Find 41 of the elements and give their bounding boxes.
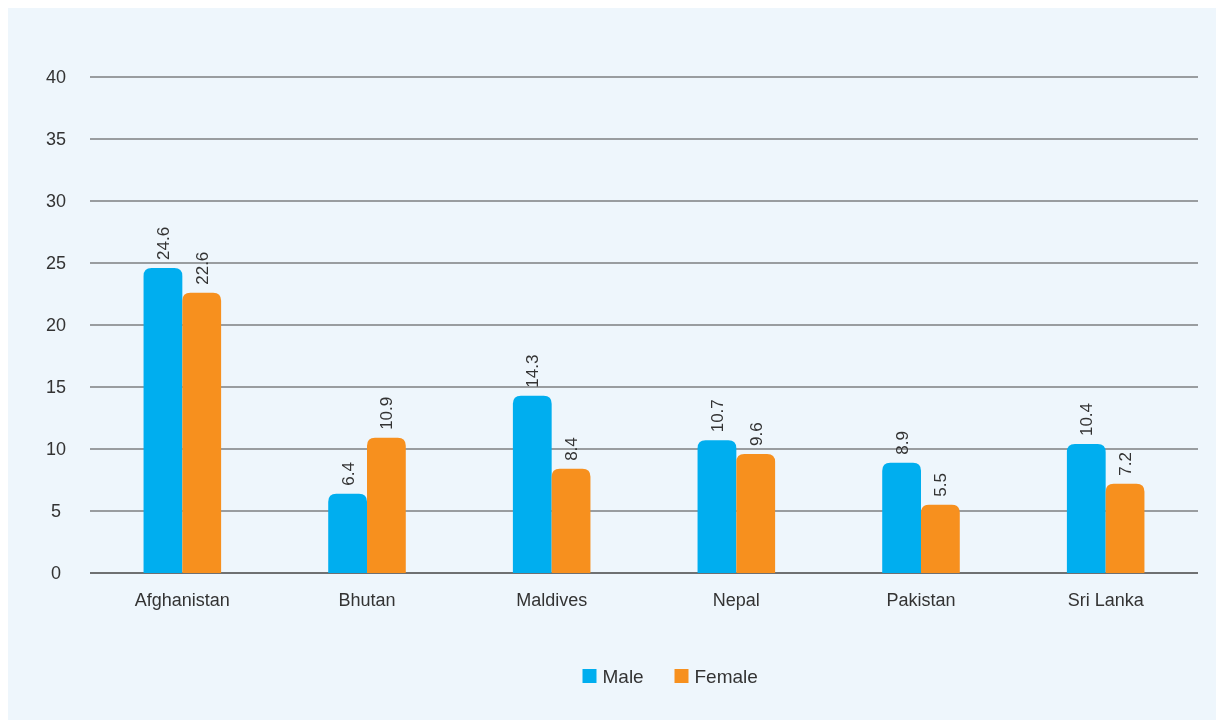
x-tick-label: Nepal [712, 590, 760, 610]
y-tick-label: 40 [45, 67, 67, 88]
bar [736, 453, 776, 573]
y-tick-label: 15 [45, 377, 67, 398]
y-tick-label: 10 [45, 439, 67, 460]
data-label: 7.2 [1116, 452, 1136, 476]
data-label: 22.6 [192, 251, 212, 285]
bar [697, 440, 737, 573]
bar [367, 437, 406, 573]
x-tick-label: Maldives [516, 590, 588, 610]
y-tick-label: 0 [50, 563, 62, 584]
data-label: 6.4 [338, 462, 358, 486]
data-label: 10.7 [707, 399, 727, 433]
x-tick-label: Afghanistan [134, 590, 230, 610]
bar [921, 504, 960, 573]
bar [1066, 444, 1106, 573]
bar [512, 395, 552, 573]
y-tick-label: 25 [45, 253, 67, 274]
y-tick-label: 35 [45, 129, 67, 150]
data-label: 5.5 [931, 473, 951, 497]
bar [551, 468, 591, 573]
data-label: 14.3 [523, 354, 543, 388]
data-label: 10.9 [377, 396, 397, 430]
y-tick-label: 5 [50, 501, 62, 522]
x-tick-label: Bhutan [338, 590, 396, 610]
data-label: 10.4 [1077, 402, 1097, 437]
bar [182, 292, 222, 573]
data-label: 8.9 [892, 431, 912, 455]
x-tick-label: Sri Lanka [1067, 590, 1145, 610]
bar [1105, 483, 1145, 573]
legend-label: Male [602, 665, 644, 687]
x-tick-label: Pakistan [886, 590, 956, 610]
legend-label: Female [694, 665, 758, 687]
y-tick-label: 20 [45, 315, 67, 336]
data-label: 9.6 [746, 422, 766, 446]
data-label: 24.6 [153, 226, 173, 260]
data-label: 8.4 [562, 437, 582, 461]
bar [882, 462, 921, 573]
y-tick-label: 30 [45, 191, 67, 212]
bar [143, 267, 183, 573]
bar [328, 493, 367, 573]
